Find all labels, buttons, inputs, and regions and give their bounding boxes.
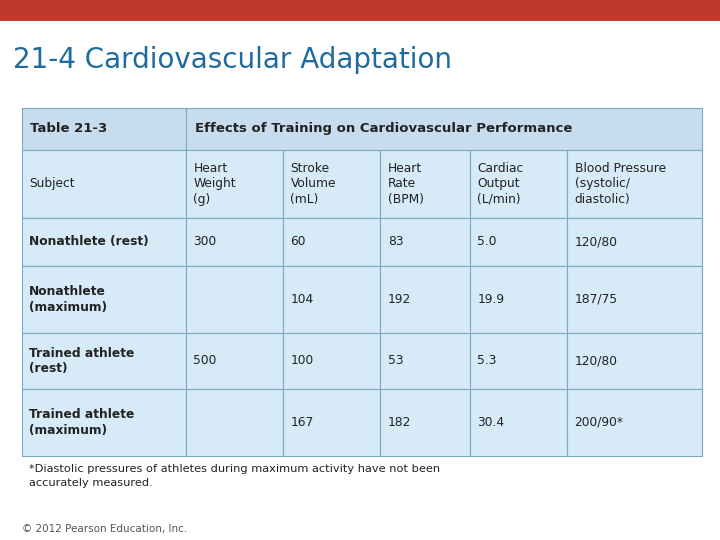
- Text: 192: 192: [387, 293, 411, 306]
- Bar: [380, 389, 470, 456]
- Text: 182: 182: [387, 416, 411, 429]
- Bar: [22, 150, 186, 218]
- Text: Heart
Weight
(g): Heart Weight (g): [193, 161, 236, 206]
- Text: 5.3: 5.3: [477, 354, 497, 367]
- Bar: [186, 389, 283, 456]
- Text: 21-4 Cardiovascular Adaptation: 21-4 Cardiovascular Adaptation: [13, 46, 452, 74]
- Text: Subject: Subject: [29, 177, 74, 190]
- Text: 5.0: 5.0: [477, 235, 497, 248]
- Bar: [22, 389, 186, 456]
- Bar: [186, 218, 283, 266]
- Bar: [567, 218, 702, 266]
- Bar: [380, 266, 470, 333]
- Text: 104: 104: [290, 293, 314, 306]
- Text: 83: 83: [387, 235, 403, 248]
- Text: Stroke
Volume
(mL): Stroke Volume (mL): [290, 161, 336, 206]
- Text: Cardiac
Output
(L/min): Cardiac Output (L/min): [477, 161, 523, 206]
- Text: 30.4: 30.4: [477, 416, 505, 429]
- Text: Trained athlete
(rest): Trained athlete (rest): [29, 347, 134, 375]
- Bar: [283, 218, 380, 266]
- Bar: [380, 333, 470, 389]
- Text: Blood Pressure
(systolic/
diastolic): Blood Pressure (systolic/ diastolic): [575, 161, 666, 206]
- Text: © 2012 Pearson Education, Inc.: © 2012 Pearson Education, Inc.: [22, 524, 187, 534]
- Text: 60: 60: [290, 235, 306, 248]
- Bar: [0, 0, 720, 21]
- Bar: [283, 389, 380, 456]
- Text: 200/90*: 200/90*: [575, 416, 624, 429]
- Text: 100: 100: [290, 354, 314, 367]
- Bar: [567, 333, 702, 389]
- Bar: [567, 266, 702, 333]
- Text: 500: 500: [193, 354, 217, 367]
- Bar: [380, 150, 470, 218]
- Bar: [186, 333, 283, 389]
- Text: Nonathlete
(maximum): Nonathlete (maximum): [29, 285, 107, 314]
- Bar: [380, 218, 470, 266]
- Text: 167: 167: [290, 416, 314, 429]
- Bar: [186, 150, 283, 218]
- Bar: [283, 150, 380, 218]
- Bar: [22, 333, 186, 389]
- Text: 120/80: 120/80: [575, 354, 618, 367]
- Bar: [22, 266, 186, 333]
- Bar: [567, 150, 702, 218]
- Bar: [470, 266, 567, 333]
- Text: 53: 53: [387, 354, 403, 367]
- Bar: [470, 389, 567, 456]
- Text: 120/80: 120/80: [575, 235, 618, 248]
- Bar: [22, 218, 186, 266]
- Bar: [283, 266, 380, 333]
- Text: 187/75: 187/75: [575, 293, 618, 306]
- Bar: [470, 218, 567, 266]
- Text: Effects of Training on Cardiovascular Performance: Effects of Training on Cardiovascular Pe…: [194, 123, 572, 136]
- Bar: [283, 333, 380, 389]
- Text: Heart
Rate
(BPM): Heart Rate (BPM): [387, 161, 423, 206]
- Bar: [186, 266, 283, 333]
- Text: Nonathlete (rest): Nonathlete (rest): [29, 235, 148, 248]
- Text: 300: 300: [193, 235, 217, 248]
- Text: 19.9: 19.9: [477, 293, 505, 306]
- Bar: [22, 108, 186, 150]
- Bar: [186, 108, 702, 150]
- Text: Table 21-3: Table 21-3: [30, 123, 107, 136]
- Bar: [470, 333, 567, 389]
- Text: *Diastolic pressures of athletes during maximum activity have not been
accuratel: *Diastolic pressures of athletes during …: [29, 464, 440, 488]
- Text: Trained athlete
(maximum): Trained athlete (maximum): [29, 408, 134, 437]
- Bar: [567, 389, 702, 456]
- Bar: [470, 150, 567, 218]
